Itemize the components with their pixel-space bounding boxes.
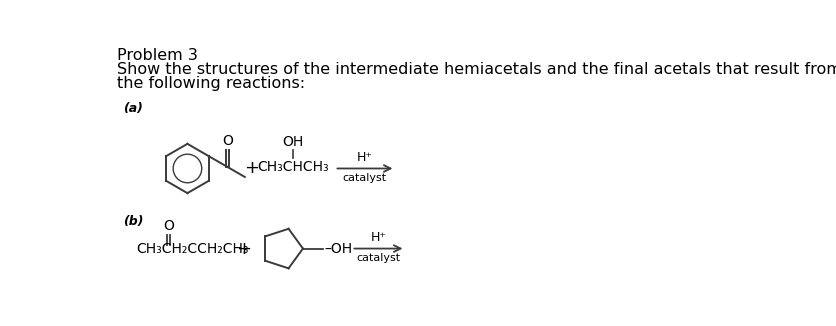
Text: Show the structures of the intermediate hemiacetals and the final acetals that r: Show the structures of the intermediate …	[117, 62, 836, 77]
Text: +: +	[244, 159, 259, 177]
Text: (a): (a)	[124, 102, 144, 115]
Text: –OH: –OH	[324, 242, 353, 256]
Text: (b): (b)	[124, 215, 144, 228]
Text: CH₃CHCH₃: CH₃CHCH₃	[257, 160, 329, 174]
Text: Problem 3: Problem 3	[117, 48, 198, 63]
Text: H⁺: H⁺	[357, 151, 373, 164]
Text: H⁺: H⁺	[370, 231, 386, 244]
Text: catalyst: catalyst	[356, 253, 400, 263]
Text: OH: OH	[283, 135, 303, 149]
Text: O: O	[222, 134, 233, 148]
Text: O: O	[163, 219, 174, 233]
Text: CH₃CH₂CCH₂CH₃: CH₃CH₂CCH₂CH₃	[135, 242, 248, 256]
Text: +: +	[236, 240, 251, 258]
Text: the following reactions:: the following reactions:	[117, 76, 305, 91]
Text: catalyst: catalyst	[343, 173, 387, 183]
